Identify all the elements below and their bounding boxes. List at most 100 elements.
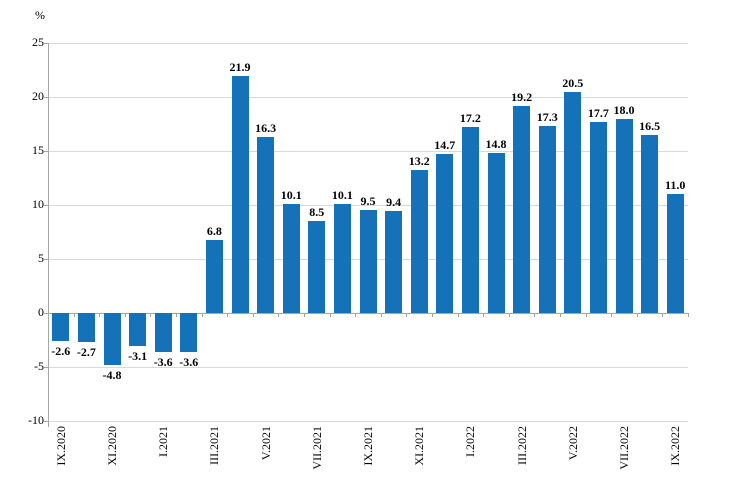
x-axis-tick <box>611 313 613 317</box>
bar-value-label: -3.1 <box>128 349 148 364</box>
bar <box>282 203 300 313</box>
bar-value-label: 19.2 <box>511 89 533 104</box>
bar-value-label: 16.3 <box>255 120 277 135</box>
bar-value-label: 17.3 <box>536 110 558 125</box>
x-axis-tick-label: XI.2021 <box>412 426 427 466</box>
bar <box>308 221 326 313</box>
bar-value-label: -3.6 <box>153 354 173 369</box>
gridline <box>48 366 688 368</box>
x-axis-tick <box>380 313 382 317</box>
x-axis-tick <box>636 313 638 317</box>
x-axis-tick <box>99 313 101 317</box>
bar <box>538 126 556 313</box>
bar <box>129 313 147 347</box>
x-axis-tick <box>534 313 536 317</box>
y-axis-tick <box>44 312 48 314</box>
bar <box>103 313 121 365</box>
bar-value-label: 10.1 <box>280 187 302 202</box>
bar-value-label: 16.5 <box>639 118 661 133</box>
bar <box>359 210 377 313</box>
x-axis-tick <box>124 313 126 317</box>
y-axis-tick-label: 15 <box>32 143 44 157</box>
x-axis-tick-label: IX.2021 <box>361 426 375 466</box>
x-axis-tick <box>406 313 408 317</box>
x-axis-tick-label: IX.2022 <box>668 426 683 466</box>
gridline <box>48 204 688 206</box>
bar-value-label: 11.0 <box>665 178 686 193</box>
x-axis-tick <box>278 313 280 317</box>
bar-value-label: 17.7 <box>587 105 609 120</box>
bar <box>77 313 95 343</box>
bar-value-label: 18.0 <box>613 102 635 117</box>
x-axis-tick-label: I.2021 <box>156 426 171 457</box>
bar <box>589 121 607 313</box>
bar <box>615 118 633 313</box>
x-axis-tick-label: V.2021 <box>258 426 273 461</box>
bar <box>641 134 659 313</box>
bar <box>666 194 684 313</box>
x-axis-tick <box>355 313 357 317</box>
bar <box>180 313 198 352</box>
bar-value-label: 17.2 <box>459 111 481 126</box>
bar-value-label: 8.5 <box>309 205 325 220</box>
bar-value-label: 13.2 <box>408 154 430 169</box>
y-axis-tick-label: 5 <box>38 251 44 265</box>
x-axis-zero-line <box>48 312 688 314</box>
y-axis-tick-label: 25 <box>32 35 44 49</box>
bar <box>231 76 249 313</box>
y-axis-tick <box>44 258 48 260</box>
x-axis-tick-label: VII.2021 <box>309 426 324 470</box>
bar <box>487 153 505 313</box>
y-axis-unit-label: % <box>35 8 45 22</box>
x-axis-tick <box>585 313 587 317</box>
bar <box>52 313 70 342</box>
x-axis-tick <box>662 313 664 317</box>
x-axis-tick <box>432 313 433 317</box>
y-axis-tick <box>44 204 48 206</box>
x-axis-tick <box>304 313 305 317</box>
bar <box>564 91 582 313</box>
y-axis-tick-label: 10 <box>32 197 44 211</box>
x-axis-tick-label: I.2022 <box>463 426 478 457</box>
bar <box>461 127 479 313</box>
x-axis-tick <box>201 313 203 317</box>
x-axis-tick <box>688 313 689 317</box>
bar-value-label: 21.9 <box>229 60 251 75</box>
bar <box>385 211 403 313</box>
gridline <box>48 150 688 152</box>
bar <box>257 136 275 313</box>
x-axis-tick <box>176 313 177 317</box>
bar <box>154 313 172 352</box>
x-axis-tick <box>457 313 459 317</box>
bar-value-label: -4.8 <box>102 367 122 382</box>
y-axis-tick <box>44 96 48 98</box>
x-axis-tick <box>252 313 254 317</box>
y-axis-tick <box>44 42 48 44</box>
gridline <box>48 420 688 422</box>
x-axis-tick-label: IX.2020 <box>53 426 68 466</box>
x-axis-tick-label: III.2021 <box>207 426 222 465</box>
y-axis-tick-label: -10 <box>28 413 44 427</box>
bar-value-label: 10.1 <box>331 187 353 202</box>
bar-value-label: 9.5 <box>360 194 376 209</box>
x-axis-tick <box>150 313 152 317</box>
x-axis-tick <box>227 313 229 317</box>
x-axis-tick-label: XI.2020 <box>105 426 119 466</box>
bar <box>410 170 428 313</box>
x-axis-tick-label: III.2022 <box>514 426 529 465</box>
y-axis-tick <box>44 420 48 422</box>
gridline <box>48 96 688 98</box>
x-axis-tick <box>560 313 561 317</box>
bar <box>205 239 223 313</box>
gridline <box>48 42 688 44</box>
bar-value-label: 14.8 <box>485 137 507 152</box>
bar <box>436 154 454 313</box>
bar <box>333 203 351 313</box>
bar-value-label: -3.6 <box>179 354 199 369</box>
y-axis-tick-label: 20 <box>32 89 44 103</box>
x-axis-tick <box>508 313 510 317</box>
y-axis-tick-label: 0 <box>38 305 44 319</box>
x-axis-tick <box>73 313 75 317</box>
